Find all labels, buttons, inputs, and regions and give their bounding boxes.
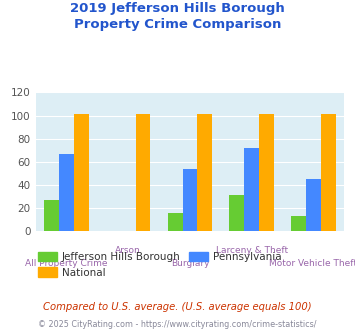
Bar <box>321 115 336 231</box>
Text: Arson: Arson <box>115 246 141 255</box>
Bar <box>182 169 197 231</box>
Bar <box>229 195 244 231</box>
Bar <box>136 115 151 231</box>
Bar <box>59 154 74 231</box>
Legend: Jefferson Hills Borough, National, Pennsylvania: Jefferson Hills Borough, National, Penns… <box>34 248 285 282</box>
Text: Burglary: Burglary <box>171 259 209 268</box>
Bar <box>244 148 259 231</box>
Bar <box>74 115 89 231</box>
Bar <box>306 179 321 231</box>
Text: © 2025 CityRating.com - https://www.cityrating.com/crime-statistics/: © 2025 CityRating.com - https://www.city… <box>38 320 317 329</box>
Text: Motor Vehicle Theft: Motor Vehicle Theft <box>269 259 355 268</box>
Bar <box>197 115 212 231</box>
Text: Property Crime Comparison: Property Crime Comparison <box>74 18 281 31</box>
Bar <box>259 115 274 231</box>
Bar <box>291 216 306 231</box>
Bar <box>168 213 182 231</box>
Text: 2019 Jefferson Hills Borough: 2019 Jefferson Hills Borough <box>70 2 285 15</box>
Bar <box>44 200 59 231</box>
Text: Compared to U.S. average. (U.S. average equals 100): Compared to U.S. average. (U.S. average … <box>43 302 312 312</box>
Text: All Property Crime: All Property Crime <box>25 259 108 268</box>
Text: Larceny & Theft: Larceny & Theft <box>215 246 288 255</box>
